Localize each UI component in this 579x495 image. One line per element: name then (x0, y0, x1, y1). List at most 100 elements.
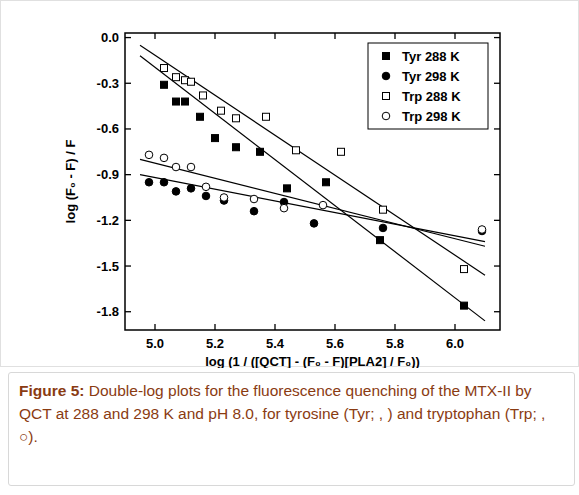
caption-label: Figure 5: (19, 382, 84, 399)
y-tick (125, 174, 131, 175)
point (377, 237, 384, 244)
y-tick-right (494, 265, 500, 266)
point (379, 224, 387, 232)
point (172, 163, 180, 171)
point (182, 98, 189, 105)
y-tick-label: -1.2 (97, 213, 119, 228)
point (197, 113, 204, 120)
plot-frame (125, 33, 500, 330)
point (280, 204, 288, 212)
x-tick-label: 5.4 (266, 336, 285, 351)
point (220, 194, 228, 202)
x-tick-top (214, 33, 215, 39)
point (173, 74, 180, 81)
point (380, 206, 387, 213)
x-tick-top (334, 33, 335, 39)
point (160, 178, 168, 186)
y-tick (125, 128, 131, 129)
x-axis-title: log (1 / ([QCT] - (F₀ - F)[PLA2] / F₀)) (205, 354, 420, 368)
point (250, 207, 258, 215)
point (200, 92, 207, 99)
point (284, 185, 291, 192)
point (161, 65, 168, 72)
x-tick (274, 324, 275, 330)
point (233, 115, 240, 122)
point (212, 135, 219, 142)
y-tick-right (494, 220, 500, 221)
fit-line (140, 175, 485, 242)
point (257, 148, 264, 155)
x-tick (154, 324, 155, 330)
point (310, 220, 318, 228)
y-axis-title: log (F₀ - F) / F (63, 140, 78, 224)
point (478, 226, 486, 234)
point (218, 107, 225, 114)
y-tick-label: -0.6 (97, 121, 119, 136)
fit-line (140, 159, 485, 246)
x-tick-label: 5.8 (386, 336, 404, 351)
y-tick (125, 265, 131, 266)
point (461, 302, 468, 309)
point (173, 98, 180, 105)
point (293, 147, 300, 154)
point (160, 154, 168, 162)
y-tick-right (494, 128, 500, 129)
x-tick (334, 324, 335, 330)
y-tick-right (494, 174, 500, 175)
legend-label: Tyr 288 K (402, 49, 460, 64)
x-tick-label: 5.2 (206, 336, 224, 351)
legend-marker (382, 112, 390, 120)
point (250, 195, 258, 203)
y-tick-label: -0.3 (97, 76, 119, 91)
caption-box: Figure 5: Double-log plots for the fluor… (8, 372, 575, 486)
x-tick (394, 324, 395, 330)
y-tick (125, 83, 131, 84)
legend-marker (383, 93, 390, 100)
x-tick (454, 324, 455, 330)
point (338, 148, 345, 155)
x-tick (214, 324, 215, 330)
fit-line (140, 45, 485, 275)
legend-label: Trp 288 K (402, 89, 461, 104)
y-tick (125, 311, 131, 312)
figure-frame (1, 1, 579, 367)
caption-text: Double-log plots for the fluorescence qu… (19, 382, 545, 445)
point (233, 144, 240, 151)
legend-label: Tyr 298 K (402, 69, 460, 84)
legend-marker (383, 53, 390, 60)
y-tick-right (494, 37, 500, 38)
y-tick-label: -1.5 (97, 259, 119, 274)
point (145, 178, 153, 186)
point (187, 185, 195, 193)
x-tick-top (154, 33, 155, 39)
point (202, 183, 210, 191)
point (172, 188, 180, 196)
x-tick-top (274, 33, 275, 39)
x-tick-label: 5.0 (146, 336, 164, 351)
x-tick-label: 6.0 (446, 336, 464, 351)
fit-line (140, 56, 485, 321)
chart: 5.0 5.2 5.4 5.6 5.8 6.0 0.0 -0.3 -0.6 -0.9 -1.2 -1.… (0, 0, 579, 368)
point (145, 151, 153, 159)
point (461, 266, 468, 273)
point (202, 192, 210, 200)
figure: 5.0 5.2 5.4 5.6 5.8 6.0 0.0 -0.3 -0.6 -0.9 -1.2 -1.… (0, 0, 579, 495)
x-tick-top (394, 33, 395, 39)
point (319, 201, 327, 209)
point (161, 81, 168, 88)
y-tick-label: -1.8 (97, 304, 119, 319)
point (263, 113, 270, 120)
y-tick-label: -0.9 (97, 167, 119, 182)
y-tick-right (494, 311, 500, 312)
legend-box (368, 43, 488, 129)
point (323, 179, 330, 186)
y-tick-label: 0.0 (101, 30, 119, 45)
y-tick-right (494, 83, 500, 84)
x-tick-top (454, 33, 455, 39)
y-tick (125, 220, 131, 221)
x-tick-label: 5.6 (326, 336, 344, 351)
point (188, 78, 195, 85)
point (187, 163, 195, 171)
y-tick (125, 37, 131, 38)
legend-marker (382, 72, 390, 80)
